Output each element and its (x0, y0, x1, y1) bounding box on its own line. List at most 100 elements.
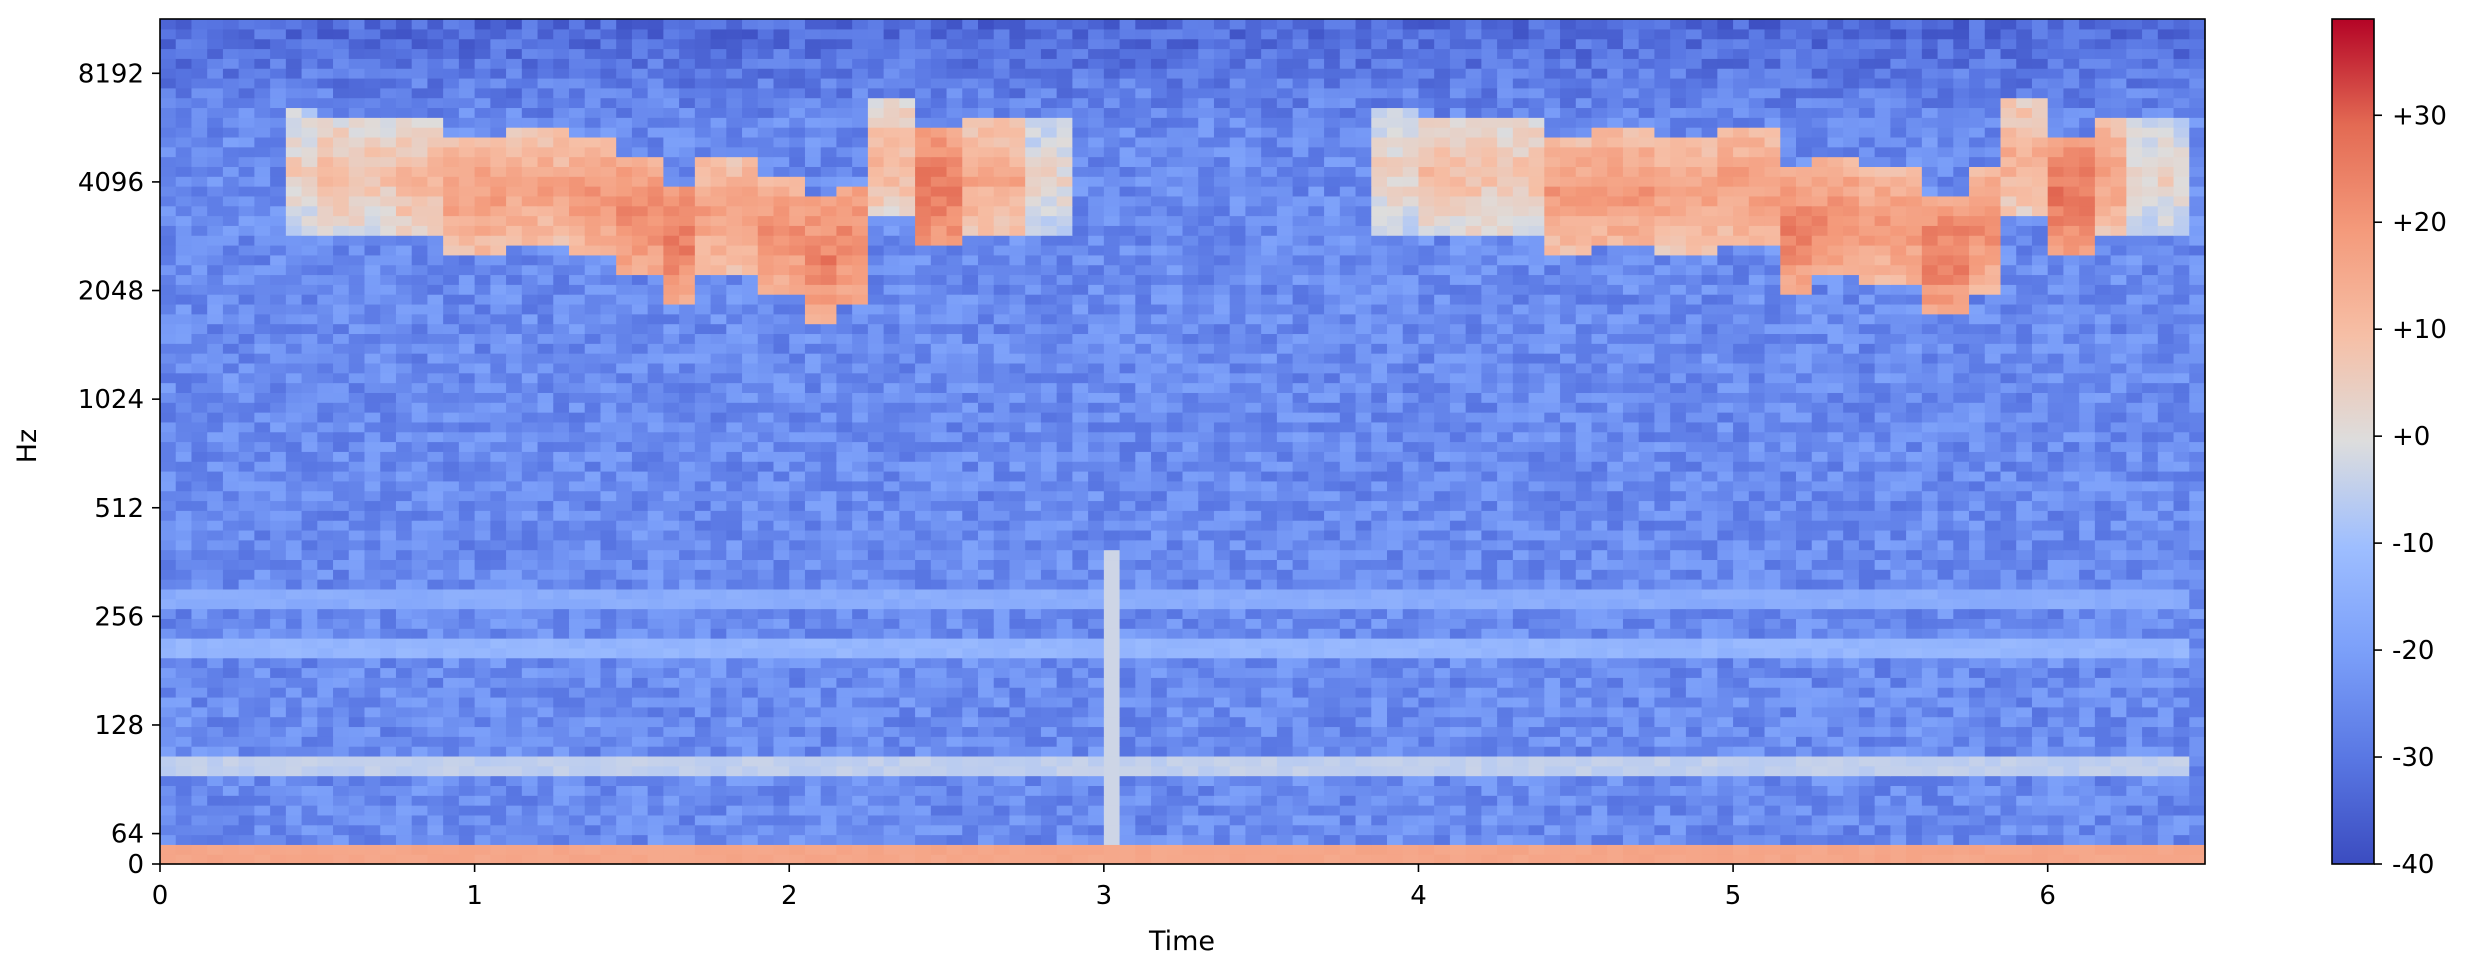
spectrogram-cell (270, 529, 287, 541)
spectrogram-cell (1953, 746, 1970, 757)
spectrogram-cell (380, 765, 397, 777)
spectrogram-cell (1213, 500, 1231, 511)
spectrogram-cell (2031, 638, 2049, 649)
spectrogram-cell (1969, 706, 1986, 718)
spectrogram-cell (364, 500, 381, 511)
spectrogram-cell (1371, 569, 1388, 580)
spectrogram-cell (395, 755, 413, 767)
spectrogram-cell (2000, 559, 2017, 570)
spectrogram-cell (2063, 529, 2080, 541)
spectrogram-cell (1544, 539, 1561, 551)
spectrogram-cell (2173, 510, 2190, 521)
spectrogram-cell (789, 696, 806, 708)
spectrogram-cell (301, 795, 318, 806)
spectrogram-cell (1544, 529, 1561, 541)
spectrogram-cell (458, 775, 476, 786)
spectrogram-cell (883, 785, 900, 796)
spectrogram-cell (160, 657, 177, 669)
spectrogram-cell (395, 716, 413, 728)
spectrogram-cell (1434, 559, 1451, 570)
spectrogram-cell (1764, 579, 1781, 590)
spectrogram-cell (2157, 569, 2175, 580)
spectrogram-cell (2157, 588, 2175, 600)
spectrogram-cell (694, 844, 712, 855)
spectrogram-cell (506, 618, 523, 629)
spectrogram-cell (175, 814, 193, 826)
spectrogram-cell (710, 805, 727, 816)
spectrogram-cell (2031, 657, 2049, 669)
spectrogram-cell (946, 500, 963, 511)
spectrogram-cell (789, 549, 806, 561)
spectrogram-cell (1874, 608, 1891, 619)
spectrogram-cell (2016, 598, 2033, 610)
spectrogram-cell (836, 569, 853, 580)
spectrogram-cell (1339, 638, 1357, 649)
spectrogram-cell (1481, 746, 1498, 757)
spectrogram-cell (1009, 490, 1026, 502)
spectrogram-cell (1512, 687, 1530, 698)
spectrogram-cell (2063, 677, 2080, 688)
spectrogram-cell (616, 775, 633, 786)
spectrogram-cell (427, 775, 444, 786)
spectrogram-cell (1544, 834, 1561, 845)
spectrogram-cell (616, 579, 633, 590)
spectrogram-cell (191, 755, 208, 767)
spectrogram-cell (1497, 628, 1514, 639)
spectrogram-cell (1198, 588, 1215, 600)
spectrogram-cell (2189, 854, 2206, 865)
spectrogram-cell (1119, 667, 1136, 678)
spectrogram-cell (883, 795, 900, 806)
spectrogram-cell (1685, 726, 1703, 737)
spectrogram-cell (1040, 716, 1058, 728)
spectrogram-cell (175, 795, 193, 806)
spectrogram-cell (443, 549, 460, 561)
spectrogram-cell (616, 677, 633, 688)
spectrogram-cell (222, 854, 240, 865)
spectrogram-cell (1339, 588, 1357, 600)
spectrogram-cell (238, 805, 255, 816)
spectrogram-cell (1088, 628, 1105, 639)
spectrogram-cell (616, 726, 633, 737)
spectrogram-cell (1103, 667, 1121, 678)
spectrogram-cell (270, 687, 287, 698)
spectrogram-cell (1969, 559, 1986, 570)
spectrogram-cell (1135, 765, 1152, 777)
spectrogram-cell (1969, 854, 1986, 865)
spectrogram-cell (490, 726, 507, 737)
spectrogram-cell (694, 795, 712, 806)
spectrogram-cell (1245, 638, 1262, 649)
spectrogram-cell (254, 480, 271, 492)
spectrogram-cell (1151, 785, 1168, 796)
spectrogram-cell (569, 529, 586, 541)
spectrogram-cell (1591, 755, 1608, 767)
spectrogram-cell (254, 520, 271, 531)
spectrogram-cell (1560, 657, 1577, 669)
spectrogram-cell (631, 696, 649, 708)
spectrogram-cell (1953, 834, 1970, 845)
spectrogram-cell (317, 765, 334, 777)
spectrogram-cell (443, 657, 460, 669)
spectrogram-cell (1874, 500, 1891, 511)
spectrogram-cell (1670, 736, 1687, 747)
spectrogram-cell (1056, 638, 1073, 649)
spectrogram-cell (1449, 549, 1467, 561)
spectrogram-cell (2142, 696, 2159, 708)
spectrogram-cell (191, 677, 208, 688)
spectrogram-cell (333, 775, 350, 786)
spectrogram-cell (852, 834, 869, 845)
spectrogram-cell (238, 559, 255, 570)
spectrogram-cell (1040, 579, 1058, 590)
spectrogram-cell (1701, 834, 1718, 845)
spectrogram-cell (1591, 618, 1608, 629)
spectrogram-cell (2142, 824, 2159, 836)
spectrogram-cell (2189, 765, 2206, 777)
spectrogram-cell (1387, 598, 1404, 610)
spectrogram-cell (679, 805, 696, 816)
spectrogram-cell (883, 726, 900, 737)
spectrogram-cell (836, 667, 853, 678)
spectrogram-cell (2157, 579, 2175, 590)
spectrogram-cell (1528, 854, 1545, 865)
spectrogram-cell (1591, 696, 1608, 708)
spectrogram-cell (1685, 549, 1703, 561)
spectrogram-cell (978, 549, 995, 561)
